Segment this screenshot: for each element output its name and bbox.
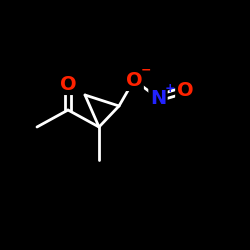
Text: +: + bbox=[165, 82, 175, 95]
Text: O: O bbox=[177, 80, 193, 100]
Text: O: O bbox=[60, 74, 76, 94]
Text: −: − bbox=[141, 64, 151, 77]
Text: O: O bbox=[126, 70, 142, 90]
Text: N: N bbox=[150, 88, 166, 108]
